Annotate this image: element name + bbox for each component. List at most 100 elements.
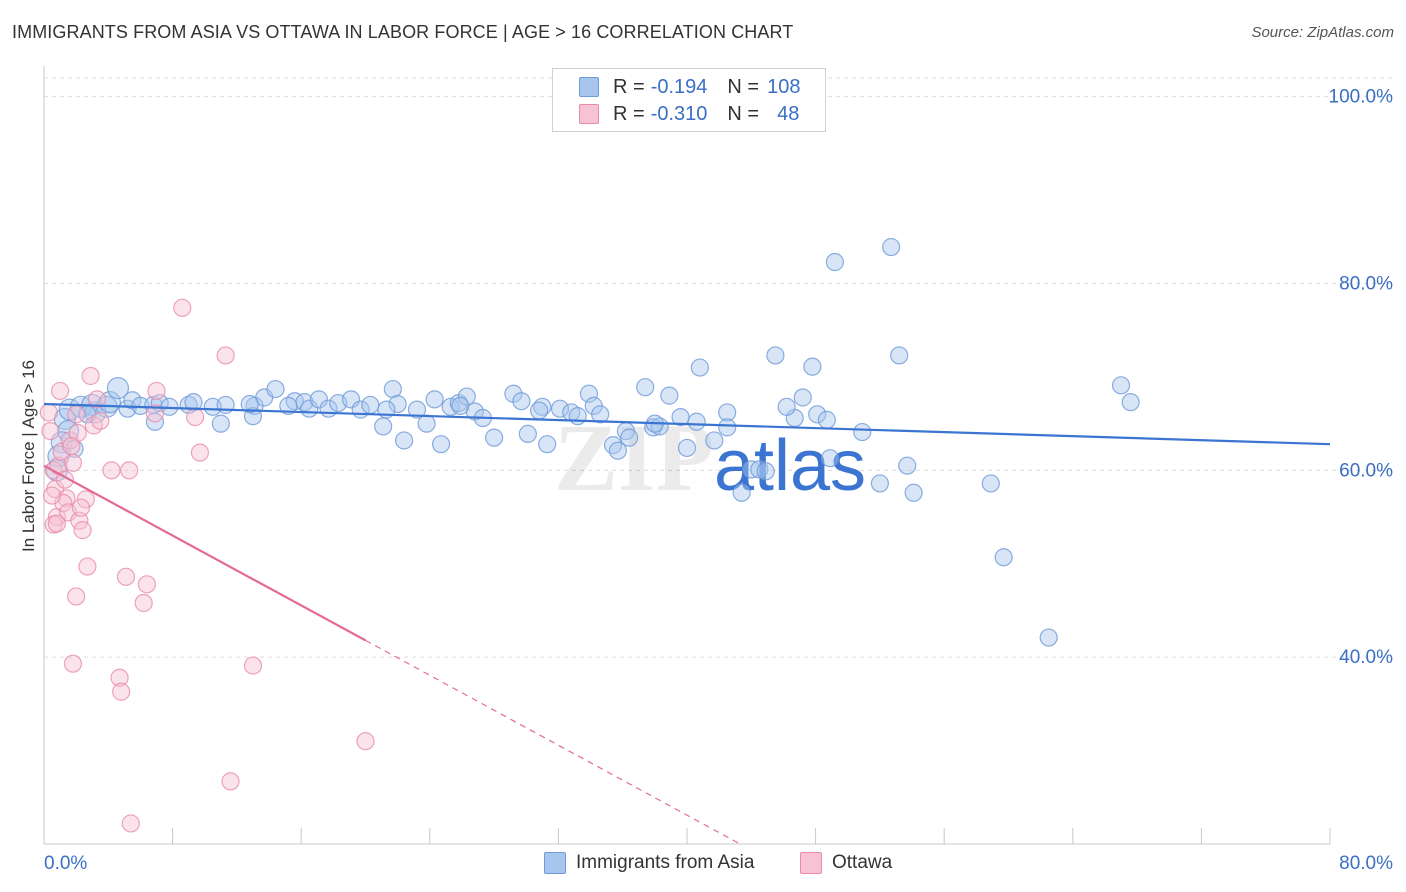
point-asia: [636, 378, 655, 397]
point-asia: [677, 438, 697, 458]
y-tick-label: 80.0%: [1339, 274, 1393, 295]
point-ottawa: [112, 682, 131, 701]
point-ottawa: [116, 567, 136, 586]
point-ottawa: [81, 366, 100, 386]
point-asia: [1121, 393, 1140, 412]
watermark: ZIPatlas: [554, 404, 866, 511]
trendline-ottawa: [43, 464, 367, 642]
trendline-asia: [43, 402, 1331, 446]
point-asia: [808, 405, 827, 424]
point-ottawa: [41, 422, 60, 441]
legend-label-ottawa: Ottawa: [832, 852, 893, 873]
point-asia: [530, 401, 549, 420]
r-value: -0.310: [650, 102, 708, 125]
point-asia: [407, 400, 427, 419]
point-asia: [184, 393, 203, 412]
point-ottawa: [102, 461, 121, 480]
point-asia: [388, 394, 407, 414]
point-ottawa: [120, 461, 139, 480]
point-ottawa: [62, 436, 81, 456]
point-asia: [853, 422, 872, 442]
point-asia: [279, 396, 298, 415]
point-asia: [904, 483, 923, 502]
point-ottawa: [39, 403, 58, 422]
point-asia: [705, 431, 724, 450]
point-asia: [1039, 628, 1058, 647]
point-asia: [518, 424, 537, 444]
n-value: 48: [777, 102, 800, 125]
point-asia: [591, 405, 610, 424]
point-asia: [361, 395, 380, 415]
point-asia: [106, 377, 130, 400]
point-ottawa: [73, 521, 92, 540]
point-ottawa: [50, 381, 70, 401]
point-ottawa: [110, 668, 129, 687]
point-asia: [550, 399, 570, 418]
point-asia: [266, 379, 285, 399]
point-asia: [803, 357, 822, 376]
point-asia: [766, 346, 785, 365]
point-ottawa: [78, 557, 97, 576]
point-asia: [451, 396, 470, 415]
point-ottawa: [47, 514, 66, 533]
point-ottawa: [137, 575, 156, 594]
point-asia: [882, 237, 901, 257]
point-asia: [817, 410, 836, 429]
y-tick-label: 60.0%: [1339, 460, 1393, 481]
point-asia: [512, 392, 531, 411]
point-asia: [374, 417, 393, 436]
point-asia: [457, 387, 476, 406]
correlation-legend: R = -0.194 N = 108 R = -0.310 N = 48: [552, 68, 826, 132]
r-label: R =: [613, 75, 645, 98]
chart-title: IMMIGRANTS FROM ASIA VS OTTAWA IN LABOR …: [12, 22, 794, 42]
point-ottawa: [67, 587, 86, 606]
series-legend: Immigrants from Asia Ottawa: [0, 852, 1406, 876]
point-ottawa: [134, 593, 153, 613]
trendline-ottawa: [365, 639, 741, 845]
point-asia: [1111, 376, 1131, 395]
point-asia: [718, 403, 737, 422]
x-tick-label: 0.0%: [44, 853, 87, 874]
point-asia: [687, 412, 706, 431]
point-ottawa: [356, 732, 375, 751]
n-label: N =: [727, 75, 760, 98]
point-ottawa: [42, 486, 62, 505]
point-asia: [994, 548, 1013, 567]
legend-item-ottawa[interactable]: Ottawa: [800, 852, 892, 874]
y-tick-label: 100.0%: [1329, 87, 1394, 108]
point-ottawa: [173, 298, 192, 317]
point-asia: [431, 435, 451, 454]
point-ottawa: [71, 498, 91, 517]
r-label: R =: [613, 102, 645, 125]
point-asia: [394, 431, 414, 450]
point-asia: [309, 390, 328, 409]
y-axis-label: In Labor Force | Age > 16: [19, 360, 38, 552]
x-tick-label: 80.0%: [1339, 853, 1393, 874]
point-asia: [732, 483, 751, 502]
point-asia: [981, 474, 1000, 493]
point-asia: [660, 386, 679, 405]
y-tick-label: 40.0%: [1339, 647, 1393, 668]
point-asia: [718, 418, 737, 437]
point-ottawa: [221, 772, 240, 791]
point-asia: [608, 441, 627, 460]
n-label: N =: [727, 102, 760, 125]
legend-item-asia[interactable]: Immigrants from Asia: [544, 852, 754, 874]
point-asia: [425, 390, 444, 409]
point-ottawa: [145, 404, 165, 423]
point-ottawa: [67, 405, 86, 424]
point-asia: [568, 407, 587, 426]
point-ottawa: [121, 814, 140, 833]
point-asia: [870, 474, 890, 493]
point-ottawa: [243, 656, 263, 675]
point-asia: [793, 388, 812, 407]
point-ottawa: [186, 407, 205, 427]
point-ottawa: [216, 346, 235, 365]
point-ottawa: [63, 453, 83, 472]
point-ottawa: [147, 381, 166, 401]
point-asia: [211, 414, 230, 433]
point-asia: [417, 414, 436, 433]
point-asia: [690, 358, 709, 377]
point-ottawa: [63, 654, 83, 673]
